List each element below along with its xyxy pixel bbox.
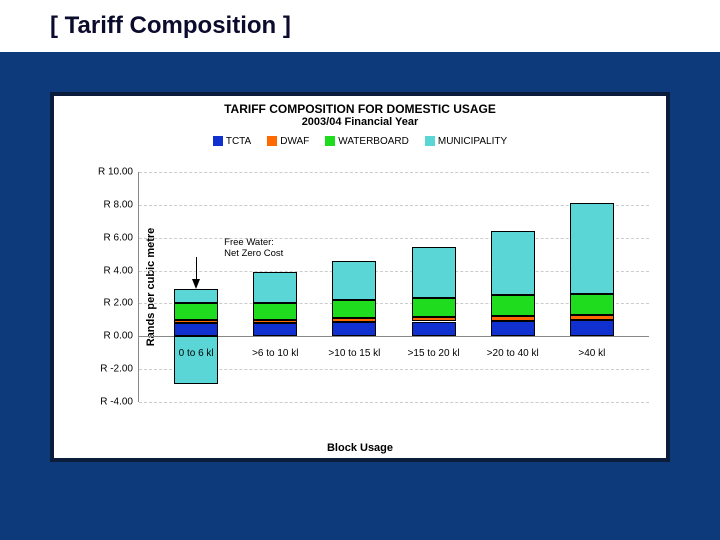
bar-segment	[491, 316, 535, 321]
y-tick-label: R -2.00	[89, 364, 133, 375]
bar-group: >6 to 10 kl	[253, 172, 297, 402]
bar-segment	[570, 320, 614, 336]
chart-legend: TCTA DWAF WATERBOARD MUNICIPALITY	[54, 136, 666, 147]
bar-segment	[412, 247, 456, 298]
y-axis-label: Rands per cubic metre	[145, 228, 157, 347]
bar-segment	[570, 294, 614, 315]
y-tick-label: R 6.00	[89, 232, 133, 243]
bar-segment	[174, 320, 218, 323]
annotation: Free Water:Net Zero Cost	[224, 238, 283, 260]
x-tick-label: >15 to 20 kl	[394, 348, 474, 359]
bar-segment	[253, 323, 297, 336]
legend-item: MUNICIPALITY	[425, 136, 507, 147]
bar-segment	[253, 272, 297, 303]
annotation-text: Free Water:	[224, 237, 274, 248]
legend-label: TCTA	[226, 136, 251, 147]
y-tick-label: R 2.00	[89, 298, 133, 309]
x-tick-label: >40 kl	[552, 348, 632, 359]
bar-segment	[332, 300, 376, 318]
legend-label: WATERBOARD	[338, 136, 409, 147]
bar-segment	[174, 289, 218, 304]
legend-swatch	[267, 136, 277, 146]
legend-item: DWAF	[267, 136, 309, 147]
annotation-arrow-icon	[192, 279, 200, 289]
bar-segment	[412, 322, 456, 337]
bar-group: >15 to 20 kl	[412, 172, 456, 402]
bar-group: >20 to 40 kl	[491, 172, 535, 402]
bar-segment	[174, 303, 218, 319]
y-tick-label: R -4.00	[89, 397, 133, 408]
slide-background: [ Tariff Composition ] TARIFF COMPOSITIO…	[0, 0, 720, 540]
x-tick-label: >20 to 40 kl	[473, 348, 553, 359]
legend-label: DWAF	[280, 136, 309, 147]
chart-subtitle: 2003/04 Financial Year	[54, 116, 666, 128]
bar-segment	[253, 320, 297, 323]
bar-segment	[332, 261, 376, 300]
bar-segment	[491, 321, 535, 337]
bar-segment	[491, 295, 535, 316]
legend-swatch	[325, 136, 335, 146]
bar-segment	[412, 317, 456, 321]
y-tick-label: R 4.00	[89, 265, 133, 276]
bar-segment	[570, 315, 614, 320]
bar-group: >10 to 15 kl	[332, 172, 376, 402]
legend-item: TCTA	[213, 136, 251, 147]
legend-item: WATERBOARD	[325, 136, 409, 147]
chart-container: TARIFF COMPOSITION FOR DOMESTIC USAGE 20…	[50, 92, 670, 462]
chart-title: TARIFF COMPOSITION FOR DOMESTIC USAGE	[54, 102, 666, 116]
x-tick-label: >10 to 15 kl	[314, 348, 394, 359]
bar-segment	[570, 203, 614, 293]
y-tick-label: R 8.00	[89, 199, 133, 210]
x-tick-label: >6 to 10 kl	[235, 348, 315, 359]
bar-segment	[332, 318, 376, 322]
bar-segment	[253, 303, 297, 319]
gridline	[139, 402, 649, 403]
y-tick-label: R 10.00	[89, 167, 133, 178]
plot-area: Rands per cubic metre R -4.00R -2.00R 0.…	[138, 172, 649, 402]
bar-segment	[491, 231, 535, 295]
legend-swatch	[213, 136, 223, 146]
bar-segment	[174, 323, 218, 336]
x-tick-label: 0 to 6 kl	[156, 348, 236, 359]
bar-segment-negative	[174, 336, 218, 384]
bar-group: >40 kl	[570, 172, 614, 402]
bar-segment	[412, 298, 456, 318]
y-tick-label: R 0.00	[89, 331, 133, 342]
bar-segment	[332, 322, 376, 336]
x-axis-label: Block Usage	[54, 442, 666, 454]
annotation-text: Net Zero Cost	[224, 248, 283, 259]
annotation-arrow-stem	[196, 257, 197, 278]
legend-swatch	[425, 136, 435, 146]
legend-label: MUNICIPALITY	[438, 136, 507, 147]
slide-title: [ Tariff Composition ]	[0, 0, 720, 56]
